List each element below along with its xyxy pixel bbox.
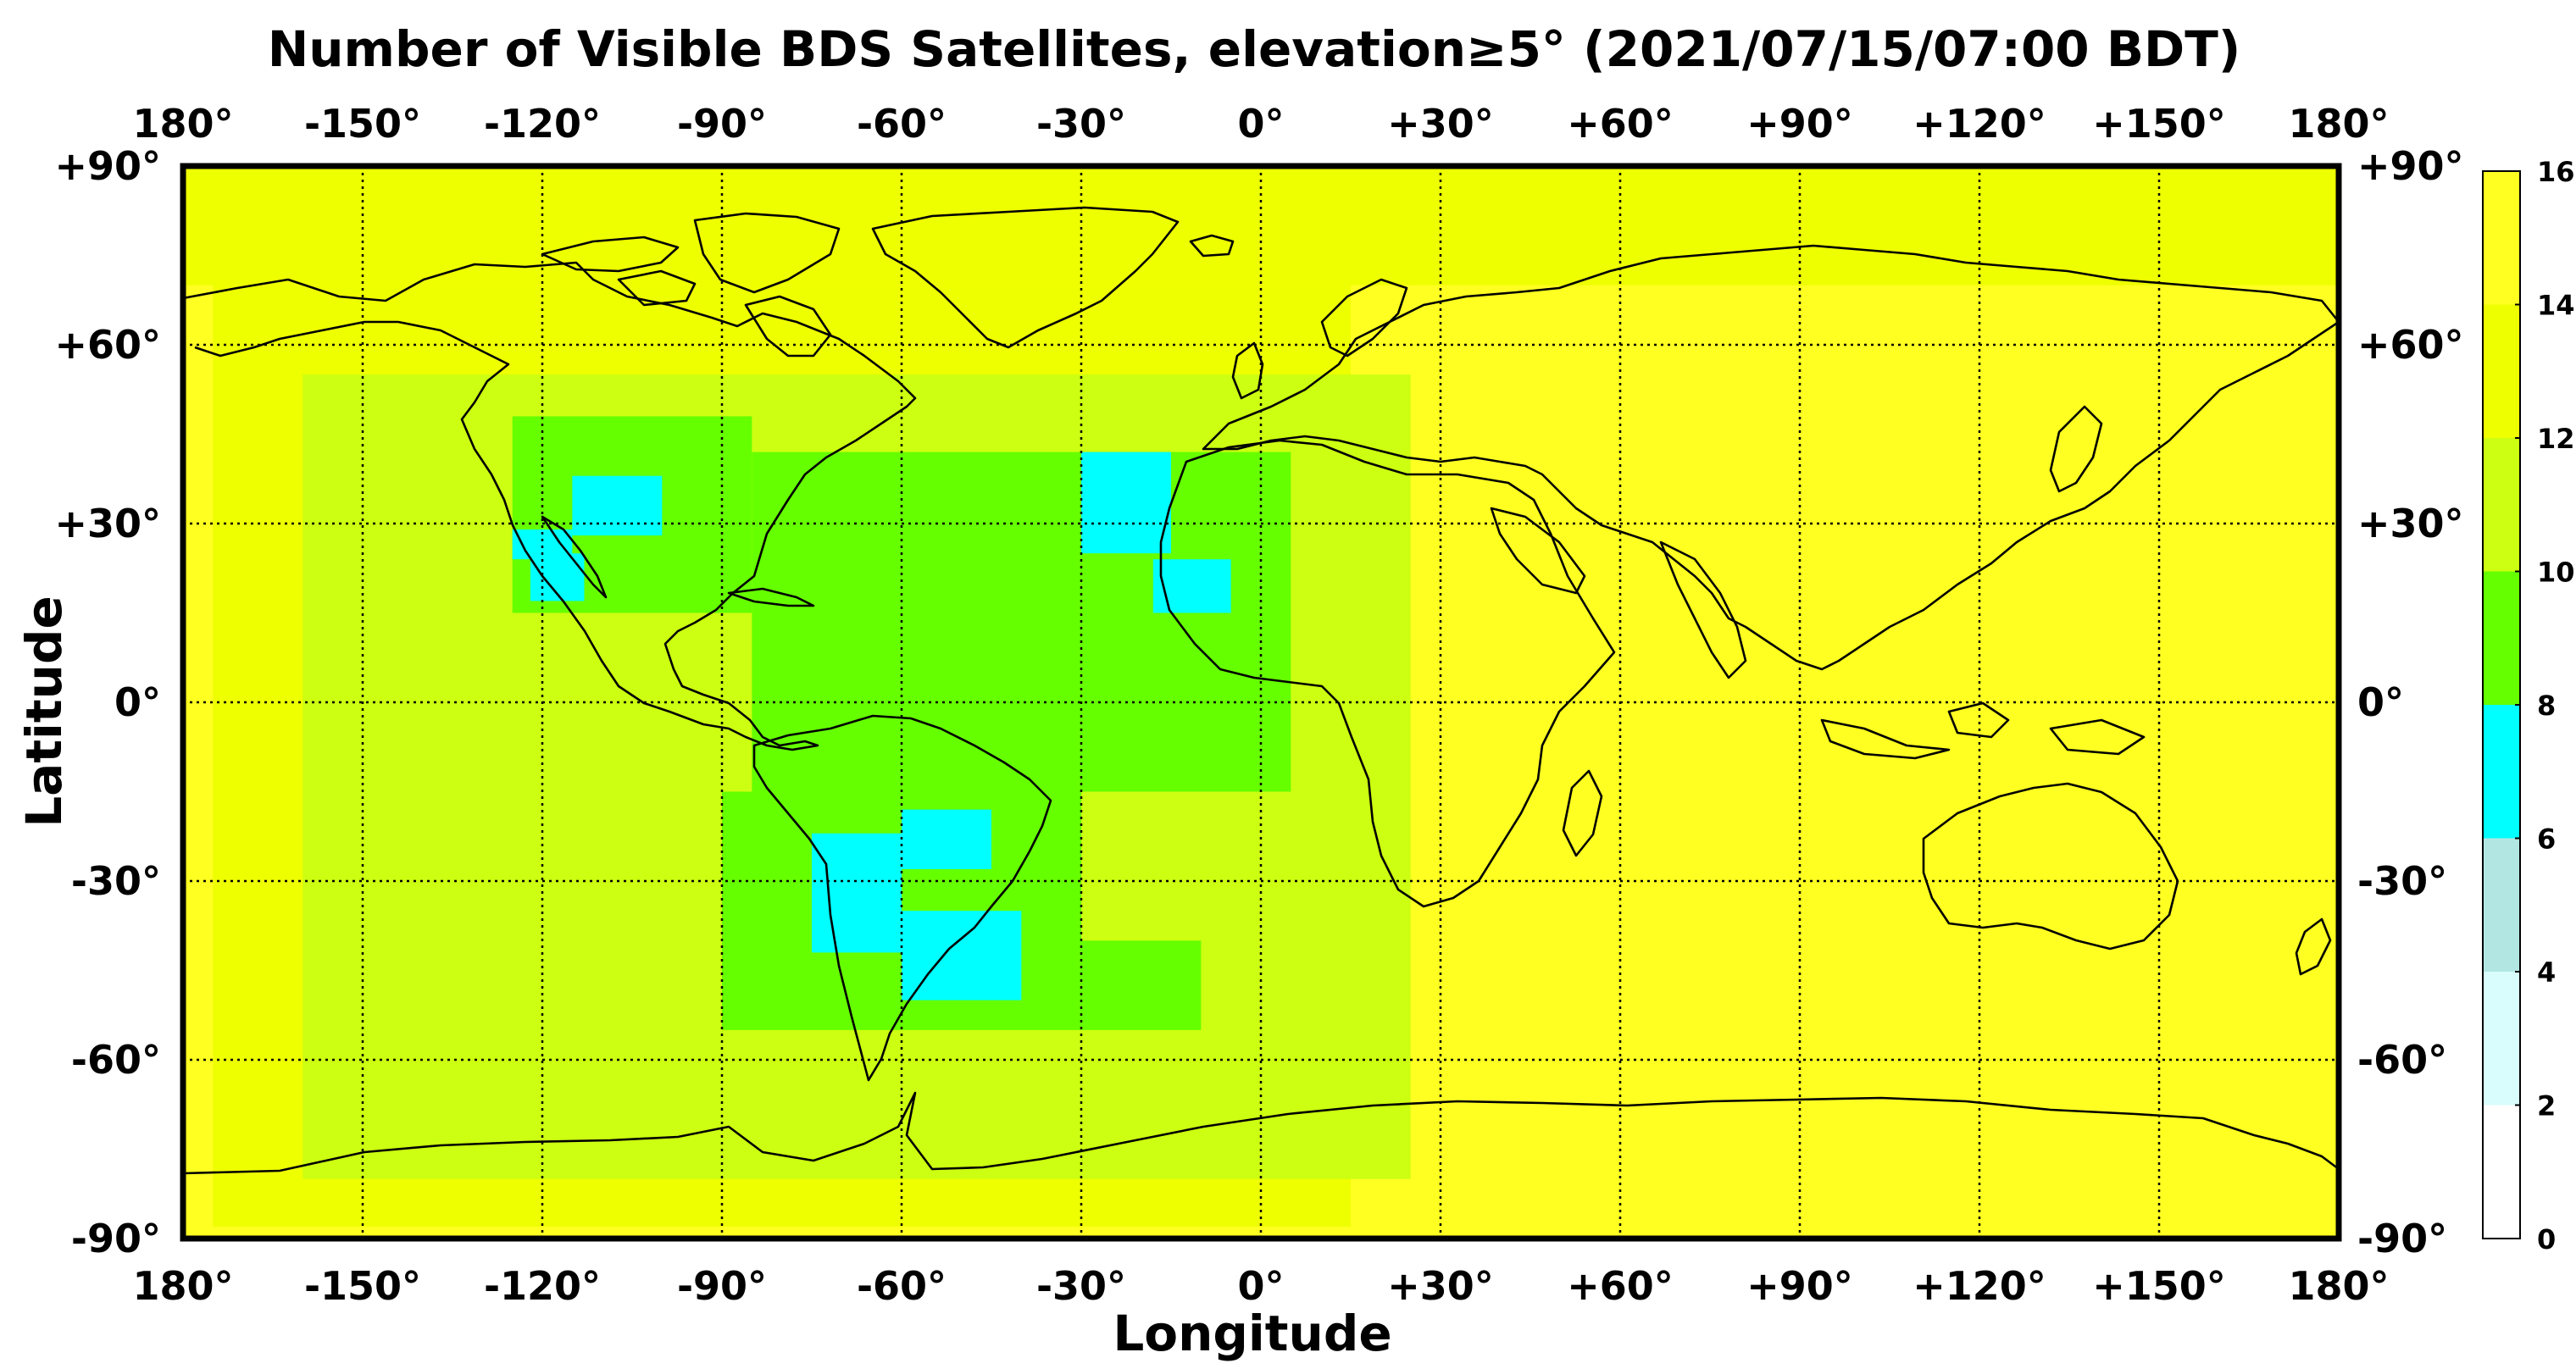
colorbar-tick-label: 14: [2537, 290, 2575, 322]
lon-tick-label-top: -150°: [304, 101, 421, 147]
graticule-grid: [183, 166, 2339, 1239]
lon-tick-label-bottom: +90°: [1746, 1263, 1853, 1309]
lat-tick-label-right: +30°: [2357, 501, 2464, 546]
colorbar-band-5: [2483, 438, 2520, 572]
latitude-ticks-left: +90° +60° +30° 0° -30° -60° -90°: [54, 143, 161, 1261]
lon-tick-label-top: -60°: [857, 101, 947, 147]
lon-tick-label-bottom: -150°: [304, 1263, 421, 1309]
lat-tick-label-left: -90°: [71, 1216, 161, 1261]
lon-tick-label-bottom: -120°: [484, 1263, 601, 1309]
heatmap-region-6: [1081, 940, 1202, 1030]
colorbar-band-6: [2483, 304, 2520, 438]
colorbar-tick-label: 12: [2537, 423, 2575, 455]
lon-tick-label-top: 180°: [132, 101, 233, 147]
heatmap-region-4: [752, 452, 1291, 792]
lon-tick-label-top: +150°: [2092, 101, 2226, 147]
colorbar-tick-label: 0: [2537, 1223, 2556, 1255]
coastlines: [182, 206, 2340, 1175]
lon-tick-label-top: +120°: [1913, 101, 2046, 147]
lat-tick-label-left: +90°: [54, 143, 161, 189]
lon-tick-label-bottom: +120°: [1913, 1263, 2046, 1309]
lon-tick-label-bottom: -30°: [1036, 1263, 1126, 1309]
y-axis-label: Latitude: [15, 596, 73, 828]
lat-tick-label-left: -60°: [71, 1037, 161, 1083]
lat-tick-label-left: +30°: [54, 501, 161, 546]
lon-tick-label-top: +30°: [1387, 101, 1494, 147]
colorbar-tick-label: 10: [2537, 557, 2575, 589]
map-frame: [180, 163, 2342, 1242]
colorbar: 16 14 12 10 8 6 4 2 0: [2482, 156, 2575, 1255]
lon-tick-label-bottom: -90°: [677, 1263, 767, 1309]
x-axis-label: Longitude: [1113, 1305, 1391, 1362]
colorbar-tick-label: 6: [2537, 823, 2556, 856]
heatmap-region-14: [902, 809, 991, 869]
lon-tick-label-bottom: 180°: [2288, 1263, 2389, 1309]
colorbar-band-4: [2483, 571, 2520, 705]
lon-tick-label-bottom: +30°: [1387, 1263, 1494, 1309]
lat-tick-label-left: 0°: [114, 679, 161, 725]
longitude-ticks-top: 180° -150° -120° -90° -60° -30° 0° +30° +60° +90°…: [132, 101, 2389, 147]
colorbar-tick-label: 16: [2537, 156, 2575, 188]
lon-tick-label-top: 0°: [1237, 101, 1284, 147]
colorbar-band-3: [2483, 705, 2520, 839]
lon-tick-label-bottom: 0°: [1237, 1263, 1284, 1309]
colorbar-band-7: [2483, 171, 2520, 305]
lon-tick-label-top: +90°: [1746, 101, 1853, 147]
lat-tick-label-left: -30°: [71, 858, 161, 904]
lon-tick-label-top: 180°: [2288, 101, 2389, 147]
colorbar-band-1: [2483, 972, 2520, 1106]
heatmap-region-12: [812, 833, 902, 953]
colorbar-band-0: [2483, 1105, 2520, 1239]
lon-tick-label-top: -90°: [677, 101, 767, 147]
colorbar-tick-label: 4: [2537, 956, 2556, 989]
lon-tick-label-top: -120°: [484, 101, 601, 147]
heatmap-region-13: [902, 911, 1022, 1000]
heatmap-region-7: [572, 475, 663, 536]
lat-tick-label-right: +60°: [2357, 322, 2464, 368]
lat-tick-label-right: +90°: [2357, 143, 2464, 189]
colorbar-tick-label: 2: [2537, 1090, 2556, 1122]
chart-title: Number of Visible BDS Satellites, elevat…: [268, 20, 2241, 78]
lon-tick-label-bottom: +150°: [2092, 1263, 2226, 1309]
map-plot-area: [180, 163, 2342, 1242]
lat-tick-label-left: +60°: [54, 322, 161, 368]
lon-tick-label-top: +60°: [1567, 101, 1674, 147]
latitude-ticks-right: +90° +60° +30° 0° -30° -60° -90°: [2357, 143, 2464, 1261]
lon-tick-label-bottom: 180°: [132, 1263, 233, 1309]
lat-tick-label-right: 0°: [2357, 679, 2404, 725]
colorbar-band-2: [2483, 838, 2520, 972]
lat-tick-label-right: -60°: [2357, 1037, 2447, 1083]
colorbar-tick-label: 8: [2537, 690, 2556, 722]
longitude-ticks-bottom: 180° -150° -120° -90° -60° -30° 0° +30° +60° +90°…: [132, 1263, 2389, 1309]
lat-tick-label-right: -90°: [2357, 1216, 2447, 1261]
lon-tick-label-bottom: +60°: [1567, 1263, 1674, 1309]
lat-tick-label-right: -30°: [2357, 858, 2447, 904]
heatmap-region-11: [1152, 559, 1231, 613]
heatmap-region-10: [1081, 452, 1171, 554]
lon-tick-label-bottom: -60°: [857, 1263, 947, 1309]
lon-tick-label-top: -30°: [1036, 101, 1126, 147]
